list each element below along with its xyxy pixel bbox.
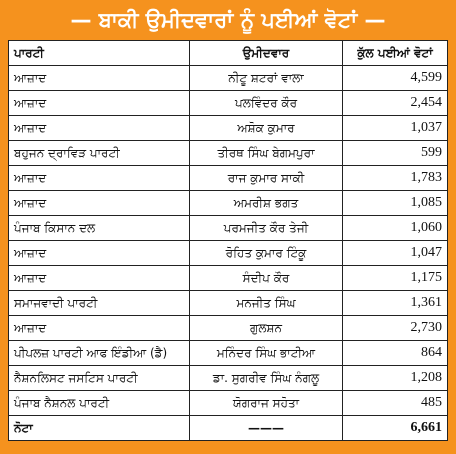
table-cell: 599 bbox=[342, 140, 448, 166]
table-row: ਪੀਪਲਜ਼ ਪਾਰਟੀ ਆਫ ਇੰਡੀਆ (ਡੈ) ਮਨਿੰਦਰ ਸਿੰਘ ਭਾ… bbox=[8, 340, 448, 366]
table-cell: 1,783 bbox=[342, 165, 448, 191]
table-cell: ਅਮਰੀਸ਼ ਭਗਤ bbox=[189, 190, 343, 216]
table-row: ਨੋਟਾ ——— 6,661 bbox=[8, 415, 448, 441]
table-cell: ਪੀਪਲਜ਼ ਪਾਰਟੀ ਆਫ ਇੰਡੀਆ (ਡੈ) bbox=[8, 340, 190, 366]
table-cell: 485 bbox=[342, 390, 448, 416]
table-cell: 1,060 bbox=[342, 215, 448, 241]
table-cell: ਆਜ਼ਾਦ bbox=[8, 65, 190, 91]
table-row: ਆਜ਼ਾਦ ਅਮਰੀਸ਼ ਭਗਤ 1,085 bbox=[8, 190, 448, 216]
table-row: ਪੰਜਾਬ ਨੈਸ਼ਨਲ ਪਾਰਟੀ ਯੋਗਰਾਜ ਸਹੋਤਾ 485 bbox=[8, 390, 448, 416]
table-body: ਆਜ਼ਾਦ ਨੀਟੂ ਸ਼ਟਰਾਂ ਵਾਲਾ 4,599 ਆਜ਼ਾਦ ਪਲਵਿੰਦਰ ਕ… bbox=[8, 65, 448, 441]
table-cell: ਬਹੁਜਨ ਦ੍ਰਾਵਿੜ ਪਾਰਟੀ bbox=[8, 140, 190, 166]
table-cell: ਅਸ਼ੋਕ ਕੁਮਾਰ bbox=[189, 115, 343, 141]
table-cell: ਤੀਰਥ ਸਿੰਘ ਬੇਗਮਪੁਰਾ bbox=[189, 140, 343, 166]
table-row: ਆਜ਼ਾਦ ਰੋਹਿਤ ਕੁਮਾਰ ਟਿੰਕੂ 1,047 bbox=[8, 240, 448, 266]
table-cell: ਨੀਟੂ ਸ਼ਟਰਾਂ ਵਾਲਾ bbox=[189, 65, 343, 91]
table-cell: ਰੋਹਿਤ ਕੁਮਾਰ ਟਿੰਕੂ bbox=[189, 240, 343, 266]
table-row: ਆਜ਼ਾਦ ਨੀਟੂ ਸ਼ਟਰਾਂ ਵਾਲਾ 4,599 bbox=[8, 65, 448, 91]
table-row: ਆਜ਼ਾਦ ਗੁਲਸ਼ਨ 2,730 bbox=[8, 315, 448, 341]
table-cell: 6,661 bbox=[342, 415, 448, 441]
table-cell: 864 bbox=[342, 340, 448, 366]
header-row: ਪਾਰਟੀ ਉਮੀਦਵਾਰ ਕੁੱਲ ਪਈਆਂ ਵੋਟਾਂ bbox=[8, 40, 448, 66]
table-row: ਬਹੁਜਨ ਦ੍ਰਾਵਿੜ ਪਾਰਟੀ ਤੀਰਥ ਸਿੰਘ ਬੇਗਮਪੁਰਾ 599 bbox=[8, 140, 448, 166]
table-cell: ਡਾ. ਸੁਗਰੀਵ ਸਿੰਘ ਨੰਗਲੂ bbox=[189, 365, 343, 391]
table-cell: 1,047 bbox=[342, 240, 448, 266]
table-cell: 1,085 bbox=[342, 190, 448, 216]
table-row: ਸਮਾਜਵਾਦੀ ਪਾਰਟੀ ਮਨਜੀਤ ਸਿੰਘ 1,361 bbox=[8, 290, 448, 316]
table-cell: 1,037 bbox=[342, 115, 448, 141]
votes-table: ਪਾਰਟੀ ਉਮੀਦਵਾਰ ਕੁੱਲ ਪਈਆਂ ਵੋਟਾਂ ਆਜ਼ਾਦ ਨੀਟੂ ਸ਼… bbox=[8, 40, 448, 441]
table-row: ਆਜ਼ਾਦ ਪਲਵਿੰਦਰ ਕੌਰ 2,454 bbox=[8, 90, 448, 116]
table-cell: ਆਜ਼ਾਦ bbox=[8, 165, 190, 191]
table-cell: ਸਮਾਜਵਾਦੀ ਪਾਰਟੀ bbox=[8, 290, 190, 316]
table-cell: ਆਜ਼ਾਦ bbox=[8, 265, 190, 291]
table-cell: ਮਨਿੰਦਰ ਸਿੰਘ ਭਾਟੀਆ bbox=[189, 340, 343, 366]
table-cell: ਪਰਮਜੀਤ ਕੌਰ ਤੇਜੀ bbox=[189, 215, 343, 241]
table-cell: ਮਨਜੀਤ ਸਿੰਘ bbox=[189, 290, 343, 316]
table-cell: ਆਜ਼ਾਦ bbox=[8, 315, 190, 341]
title: — ਬਾਕੀ ਉਮੀਦਵਾਰਾਂ ਨੂੰ ਪਈਆਂ ਵੋਟਾਂ — bbox=[70, 8, 386, 32]
table-cell: 1,175 bbox=[342, 265, 448, 291]
column-header: ਉਮੀਦਵਾਰ bbox=[189, 40, 343, 66]
table-cell: ——— bbox=[189, 415, 343, 441]
table-cell: ਸੰਦੀਪ ਕੌਰ bbox=[189, 265, 343, 291]
table-row: ਨੈਸ਼ਨਲਿਸਟ ਜਸਟਿਸ ਪਾਰਟੀ ਡਾ. ਸੁਗਰੀਵ ਸਿੰਘ ਨੰਗ… bbox=[8, 365, 448, 391]
table-cell: ਨੋਟਾ bbox=[8, 415, 190, 441]
table-cell: ਪੰਜਾਬ ਨੈਸ਼ਨਲ ਪਾਰਟੀ bbox=[8, 390, 190, 416]
table-cell: 1,361 bbox=[342, 290, 448, 316]
table-cell: ਪਲਵਿੰਦਰ ਕੌਰ bbox=[189, 90, 343, 116]
table-cell: 1,208 bbox=[342, 365, 448, 391]
column-header: ਕੁੱਲ ਪਈਆਂ ਵੋਟਾਂ bbox=[342, 40, 448, 66]
table-cell: 2,454 bbox=[342, 90, 448, 116]
table-cell: 4,599 bbox=[342, 65, 448, 91]
table-row: ਆਜ਼ਾਦ ਰਾਜ ਕੁਮਾਰ ਸਾਕੀ 1,783 bbox=[8, 165, 448, 191]
column-header: ਪਾਰਟੀ bbox=[8, 40, 190, 66]
table-cell: 2,730 bbox=[342, 315, 448, 341]
table-cell: ਆਜ਼ਾਦ bbox=[8, 90, 190, 116]
table-row: ਆਜ਼ਾਦ ਸੰਦੀਪ ਕੌਰ 1,175 bbox=[8, 265, 448, 291]
table-cell: ਆਜ਼ਾਦ bbox=[8, 240, 190, 266]
table-cell: ਆਜ਼ਾਦ bbox=[8, 115, 190, 141]
table-cell: ਰਾਜ ਕੁਮਾਰ ਸਾਕੀ bbox=[189, 165, 343, 191]
table-cell: ਪੰਜਾਬ ਕਿਸਾਨ ਦਲ bbox=[8, 215, 190, 241]
table-row: ਪੰਜਾਬ ਕਿਸਾਨ ਦਲ ਪਰਮਜੀਤ ਕੌਰ ਤੇਜੀ 1,060 bbox=[8, 215, 448, 241]
table-row: ਆਜ਼ਾਦ ਅਸ਼ੋਕ ਕੁਮਾਰ 1,037 bbox=[8, 115, 448, 141]
table-cell: ਗੁਲਸ਼ਨ bbox=[189, 315, 343, 341]
table-cell: ਆਜ਼ਾਦ bbox=[8, 190, 190, 216]
table-cell: ਨੈਸ਼ਨਲਿਸਟ ਜਸਟਿਸ ਪਾਰਟੀ bbox=[8, 365, 190, 391]
table-cell: ਯੋਗਰਾਜ ਸਹੋਤਾ bbox=[189, 390, 343, 416]
